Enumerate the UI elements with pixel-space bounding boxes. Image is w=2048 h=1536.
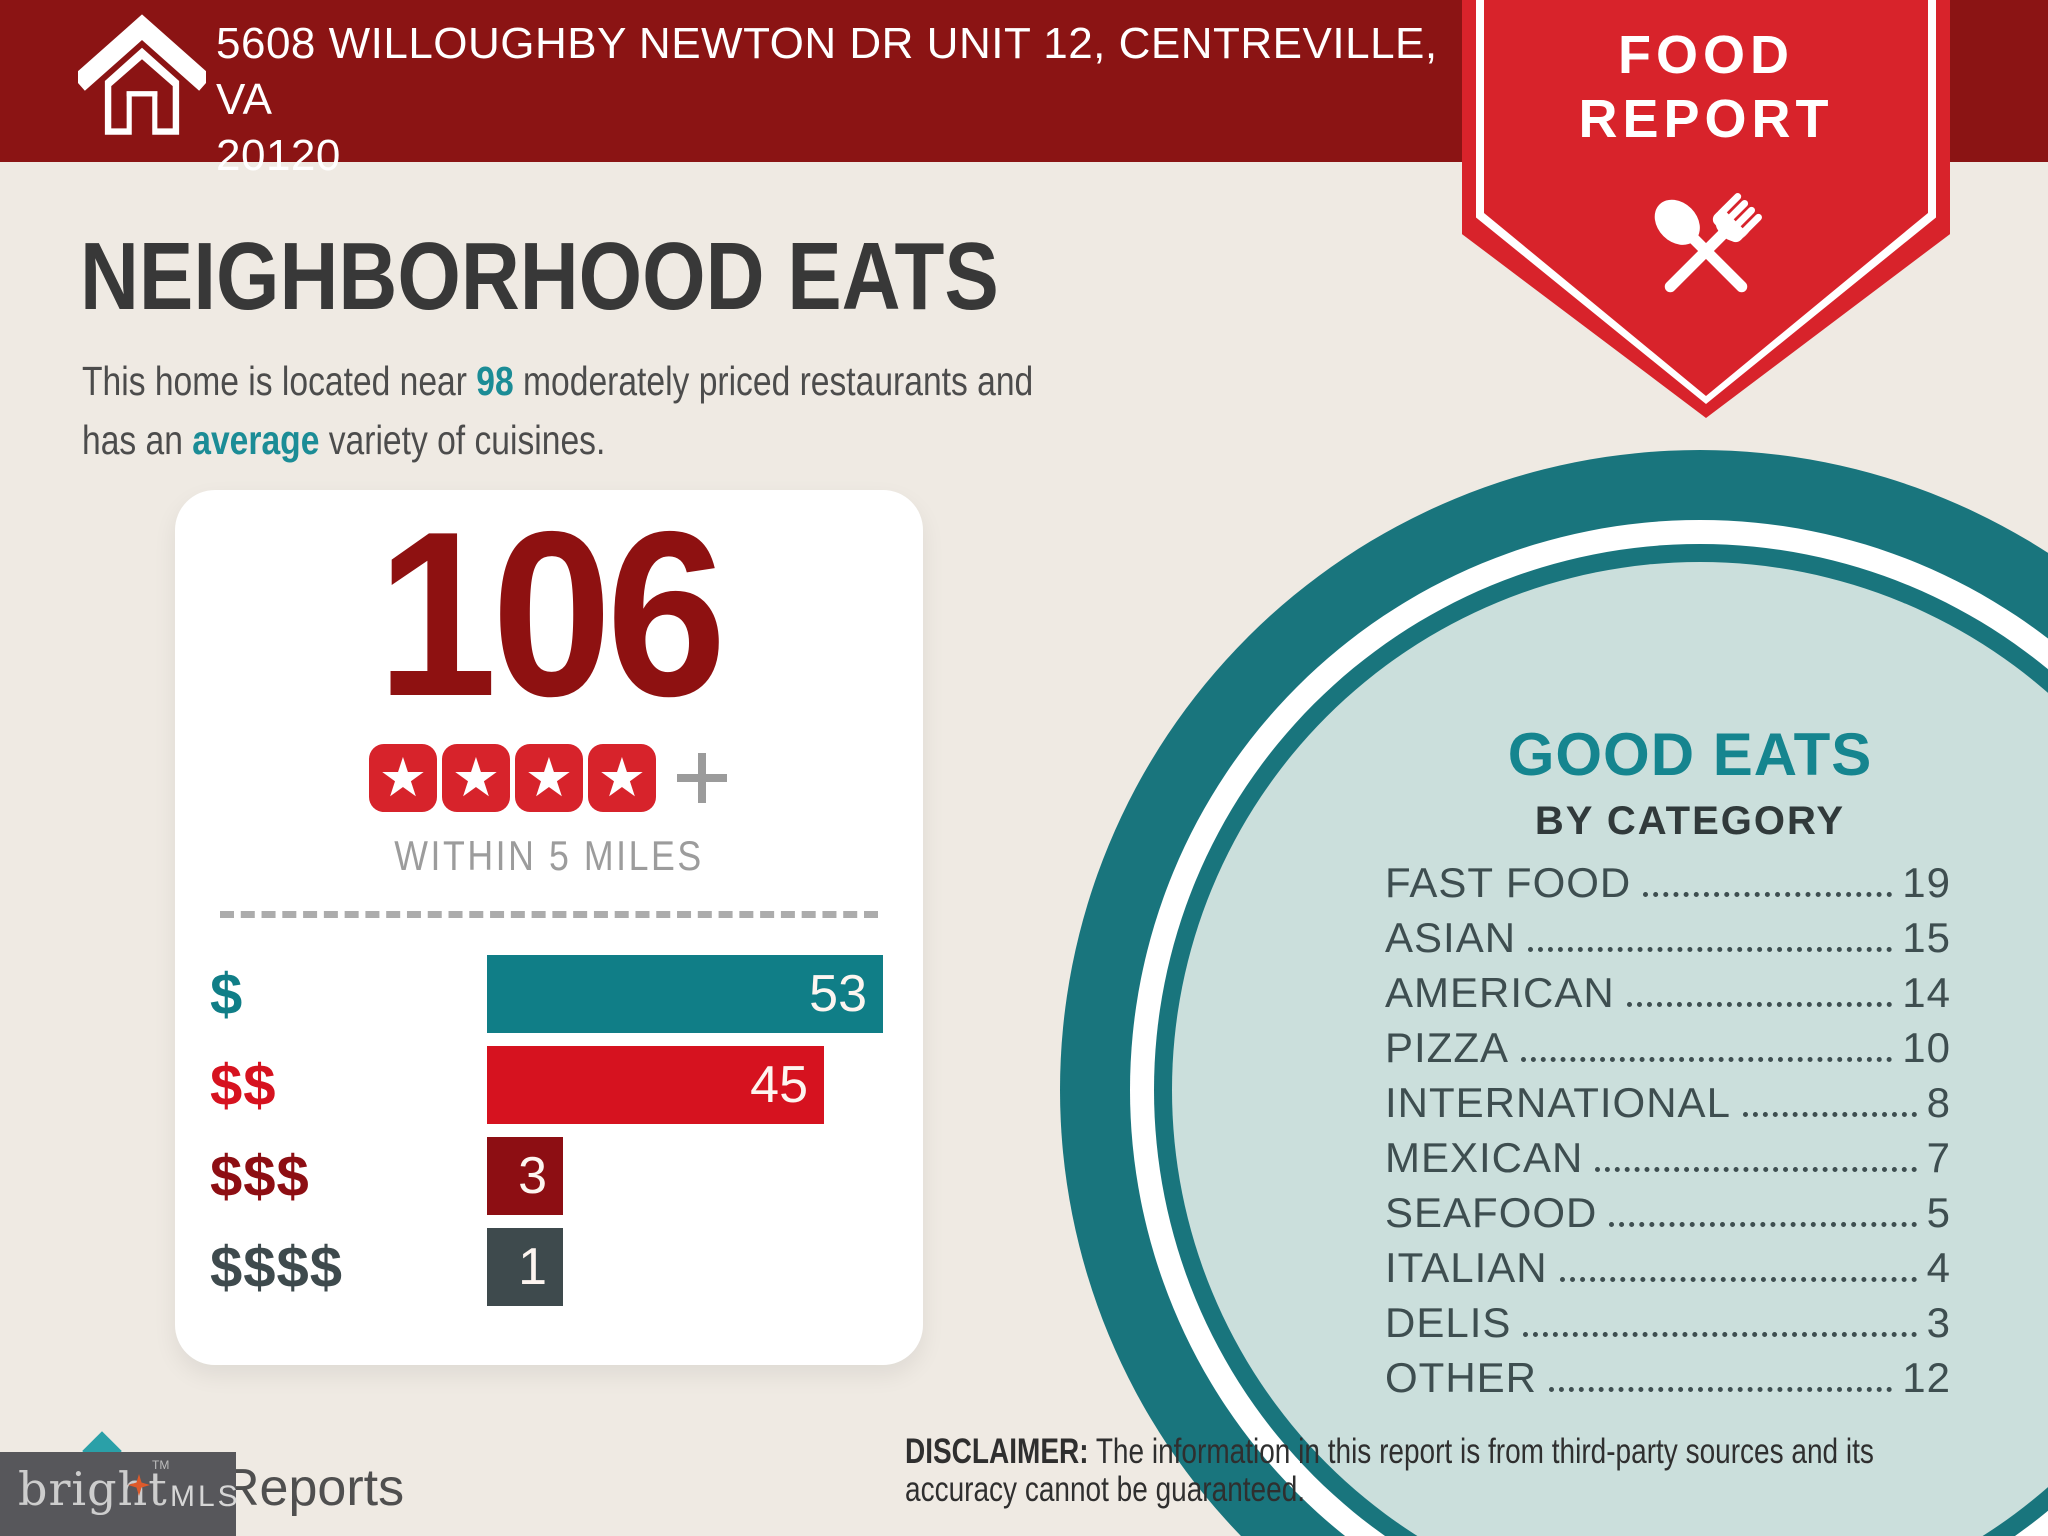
page-title: NEIGHBORHOOD EATS [80,223,999,330]
category-label: SEAFOOD [1385,1189,1598,1236]
dotted-leader [1595,1167,1917,1172]
good-eats-heading: GOOD EATS BY CATEGORY [1390,720,1990,844]
restaurant-count: 98 [476,358,514,404]
radius-label: WITHIN 5 MILES [394,832,704,879]
category-value: 3 [1926,1299,1951,1346]
category-label: MEXICAN [1385,1134,1584,1181]
category-row: ITALIAN 4 [1385,1243,1951,1298]
price-tier-bar: 3 [487,1137,563,1215]
dotted-leader [1643,892,1893,897]
intro-line-1: This home is located near 98 moderately … [82,358,1034,404]
category-value: 5 [1926,1189,1951,1236]
price-tier-label: $ [210,961,244,1027]
price-tier-label: $$ [210,1052,277,1118]
total-restaurants-number: 106 [376,481,727,745]
category-value: 7 [1926,1134,1951,1181]
address-line-2: 20120 [216,131,341,180]
dotted-leader [1626,1002,1893,1007]
dotted-leader [1742,1112,1917,1117]
category-row: AMERICAN 14 [1385,968,1951,1023]
disclaimer-label: DISCLAIMER: [905,1432,1089,1471]
price-tier-bar: 1 [487,1228,563,1306]
good-eats-title: GOOD EATS [1507,721,1873,788]
category-row: INTERNATIONAL 8 [1385,1078,1951,1133]
disclaimer: DISCLAIMER: The information in this repo… [905,1433,1985,1509]
dashed-divider [220,911,878,918]
price-tier-label: $$$$ [210,1234,344,1300]
category-row: DELIS 3 [1385,1298,1951,1353]
category-label: ITALIAN [1385,1244,1548,1291]
dotted-leader [1609,1222,1917,1227]
star-icon: ★ [442,744,510,812]
category-value: 12 [1902,1354,1951,1401]
crossed-spoon-fork-icon [1654,193,1762,293]
stars-row: ★ ★ ★ ★ [175,742,923,814]
intro-line-2: has an average variety of cuisines. [82,417,606,463]
category-label: PIZZA [1385,1024,1510,1071]
category-value: 14 [1902,969,1951,1016]
category-label: INTERNATIONAL [1385,1079,1731,1126]
category-label: OTHER [1385,1354,1537,1401]
intro-text: This home is located near 98 moderately … [82,352,1033,470]
star-icon: ★ [369,744,437,812]
price-tier-bar: 45 [487,1046,824,1124]
dotted-leader [1559,1277,1917,1282]
price-tier-value: 53 [809,965,867,1023]
category-value: 19 [1902,859,1951,906]
category-list: FAST FOOD 19 ASIAN 15 AMERICAN 14 PIZZA 10 INTER… [1385,858,1951,1408]
badge-title-line1: FOOD [1618,25,1794,85]
price-tier-row: $$$$ 1 [210,1228,900,1306]
dotted-leader [1521,1057,1893,1062]
category-row: PIZZA 10 [1385,1023,1951,1078]
category-value: 8 [1926,1079,1951,1126]
dotted-leader [1528,947,1893,952]
category-value: 4 [1926,1244,1951,1291]
category-row: OTHER 12 [1385,1353,1951,1408]
price-tier-row: $$$ 3 [210,1137,900,1215]
category-label: AMERICAN [1385,969,1615,1016]
category-row: MEXICAN 7 [1385,1133,1951,1188]
price-tier-bar-chart: $53 $$ 45 $$$ 3 $$$$ 1 [210,955,900,1319]
reports-wordmark: Reports [222,1459,405,1517]
address-line-1: 5608 WILLOUGHBY NEWTON DR UNIT 12, CENTR… [216,19,1438,124]
category-label: ASIAN [1385,914,1517,961]
category-row: ASIAN 15 [1385,913,1951,968]
bright-logo-text: bright [18,1462,168,1516]
good-eats-circle-fill [1172,562,2048,1536]
property-address: 5608 WILLOUGHBY NEWTON DR UNIT 12, CENTR… [216,16,1446,184]
price-tier-value: 3 [518,1147,547,1205]
category-value: 10 [1902,1024,1951,1071]
price-tier-row: $$ 45 [210,1046,900,1124]
trademark-symbol: TM [152,1458,170,1472]
price-tier-value: 1 [518,1238,547,1296]
category-value: 15 [1902,914,1951,961]
plus-icon [675,751,729,805]
price-tier-bar: 53 [487,955,883,1033]
category-row: SEAFOOD 5 [1385,1188,1951,1243]
sparkle-icon [128,1474,150,1496]
mls-logo-text: MLS [170,1480,241,1513]
food-report-badge: FOOD REPORT [1462,0,1950,418]
dotted-leader [1549,1387,1893,1392]
star-icon: ★ [588,744,656,812]
home-icon [78,14,206,135]
price-tier-value: 45 [750,1056,808,1114]
good-eats-subtitle: BY CATEGORY [1534,799,1846,843]
star-icon: ★ [515,744,583,812]
variety-highlight: average [192,417,320,463]
dotted-leader [1523,1332,1917,1337]
category-label: DELIS [1385,1299,1512,1346]
badge-title-line2: REPORT [1578,89,1834,149]
price-tier-row: $53 [210,955,900,1033]
category-label: FAST FOOD [1385,859,1632,906]
bright-mls-logo: bright TM MLS [0,1452,238,1536]
price-tier-label: $$$ [210,1143,310,1209]
restaurant-summary-card: 106 ★ ★ ★ ★ WITHIN 5 MILES $53 $$ 45 $$$ 3 $$$$ 1 [175,481,923,1365]
disclaimer-text: The information in this report is from t… [905,1432,1874,1509]
category-row: FAST FOOD 19 [1385,858,1951,913]
